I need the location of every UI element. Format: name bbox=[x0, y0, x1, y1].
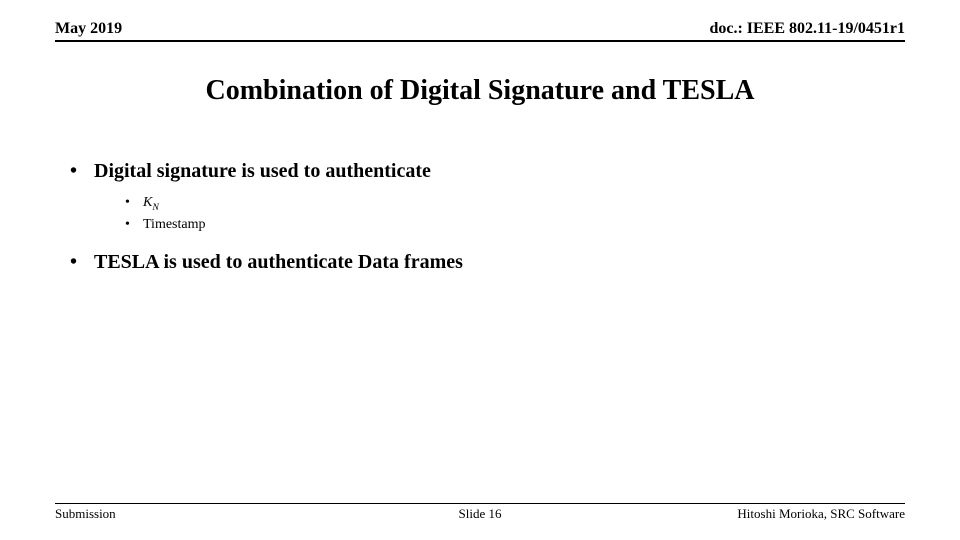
bullet-group-2: • TESLA is used to authenticate Data fra… bbox=[70, 251, 905, 274]
bullet-l2-1-text: KN bbox=[143, 195, 159, 213]
kn-k: K bbox=[143, 195, 152, 210]
bullet-l1-2-text: TESLA is used to authenticate Data frame… bbox=[94, 251, 463, 274]
footer-right: Hitoshi Morioka, SRC Software bbox=[622, 506, 905, 522]
kn-n: N bbox=[152, 202, 159, 213]
bullet-dot-icon: • bbox=[70, 160, 94, 183]
slide-footer: Submission Slide 16 Hitoshi Morioka, SRC… bbox=[55, 503, 905, 522]
slide: May 2019 doc.: IEEE 802.11-19/0451r1 Com… bbox=[0, 0, 960, 540]
slide-content: • Digital signature is used to authentic… bbox=[70, 160, 905, 292]
bullet-l1-2: • TESLA is used to authenticate Data fra… bbox=[70, 251, 905, 274]
bullet-dot-icon: • bbox=[125, 217, 143, 233]
footer-left: Submission bbox=[55, 506, 338, 522]
bullet-l1-1: • Digital signature is used to authentic… bbox=[70, 160, 905, 183]
footer-center: Slide 16 bbox=[338, 506, 621, 522]
header-date: May 2019 bbox=[55, 20, 122, 38]
slide-header: May 2019 doc.: IEEE 802.11-19/0451r1 bbox=[55, 20, 905, 42]
bullet-l2-1: • KN bbox=[125, 195, 905, 213]
bullet-l2-2: • Timestamp bbox=[125, 217, 905, 233]
bullet-dot-icon: • bbox=[125, 195, 143, 211]
slide-title: Combination of Digital Signature and TES… bbox=[0, 75, 960, 107]
bullet-group-1: • Digital signature is used to authentic… bbox=[70, 160, 905, 233]
bullet-l2-2-text: Timestamp bbox=[143, 217, 206, 233]
header-doc-id: doc.: IEEE 802.11-19/0451r1 bbox=[709, 20, 905, 38]
bullet-dot-icon: • bbox=[70, 251, 94, 274]
bullet-l1-1-text: Digital signature is used to authenticat… bbox=[94, 160, 431, 183]
